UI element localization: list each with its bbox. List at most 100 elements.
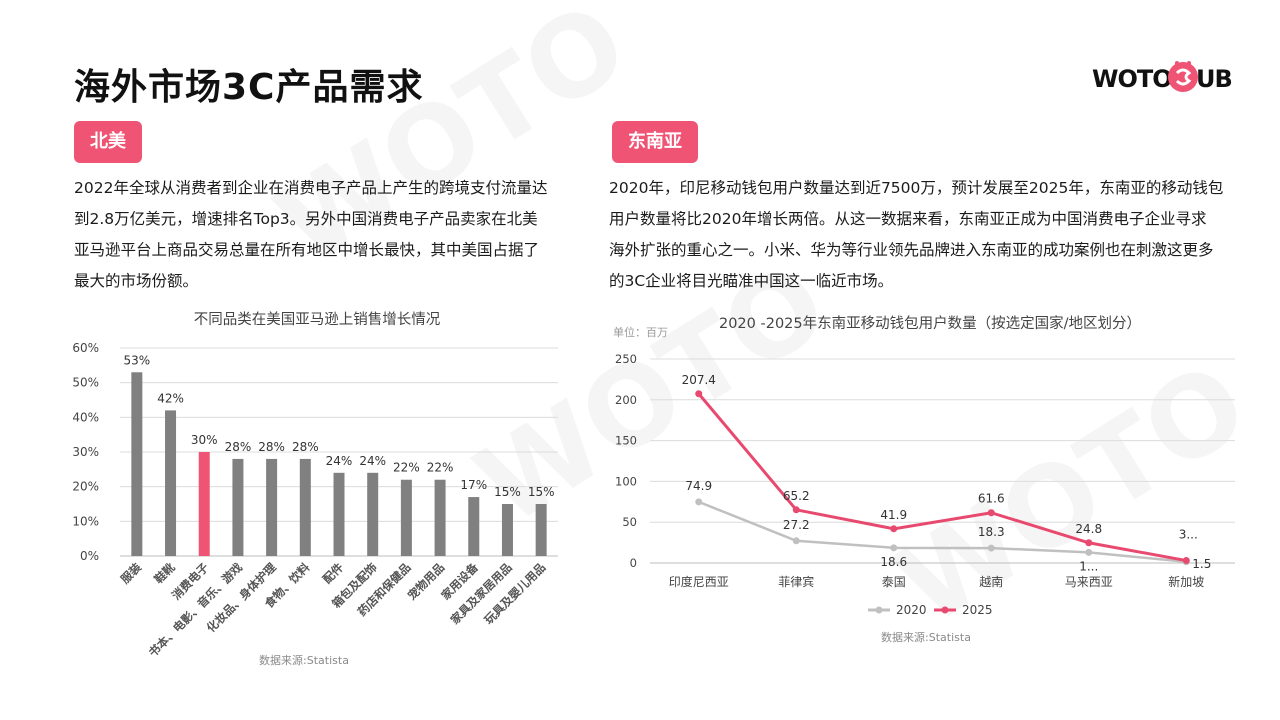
series-line	[698, 500, 1187, 564]
legend-marker	[875, 606, 883, 614]
data-label: 18.3	[978, 525, 1005, 539]
x-tick-label: 泰国	[882, 575, 906, 589]
data-label: 18.6	[880, 555, 907, 569]
series-line	[697, 392, 1187, 563]
data-label: 1...	[1079, 559, 1098, 573]
y-tick-label: 60%	[72, 341, 99, 355]
bar-value-label: 28%	[258, 440, 285, 454]
bar-value-label: 17%	[460, 478, 487, 492]
series-point	[890, 525, 898, 533]
data-label: 3...	[1179, 528, 1198, 542]
bar-value-label: 22%	[393, 461, 420, 475]
legend-label: 2020	[896, 603, 927, 617]
logo-icon	[1168, 61, 1198, 92]
paragraph-line: 海外扩张的重心之一。小米、华为等行业领先品牌进入东南亚的成功案例也在刺激这更多	[609, 241, 1214, 259]
series-point	[792, 537, 800, 545]
bar-value-label: 24%	[359, 454, 386, 468]
bar	[232, 458, 244, 556]
series-point	[1085, 548, 1093, 556]
page-title: 海外市场3C产品需求	[74, 67, 424, 108]
bar	[333, 472, 345, 556]
series-point	[987, 509, 995, 517]
data-label: 74.9	[685, 479, 712, 493]
paragraph-line: 的3C企业将目光瞄准中国这一临近市场。	[609, 272, 894, 290]
chart-source: 数据来源:Statista	[881, 630, 971, 644]
bar	[400, 479, 412, 556]
y-tick-label: 250	[615, 352, 637, 366]
data-label: 27.2	[783, 518, 810, 532]
x-tick-label: 服装	[118, 560, 145, 587]
bar	[198, 452, 210, 556]
paragraph-line: 2020年，印尼移动钱包用户数量达到近7500万，预计发展至2025年，东南亚的…	[609, 179, 1224, 197]
series-point	[695, 390, 703, 398]
legend-label: 2025	[962, 603, 993, 617]
chart-source: 数据来源:Statista	[259, 653, 349, 667]
logo-text-left: WOTO	[1092, 65, 1173, 93]
y-tick-label: 150	[615, 434, 637, 448]
southeast-asia-paragraph: 2020年，印尼移动钱包用户数量达到近7500万，预计发展至2025年，东南亚的…	[609, 173, 1249, 297]
bar-value-label: 53%	[124, 353, 151, 367]
paragraph-line: 用户数量将比2020年增长两倍。从这一数据来看，东南亚正成为中国消费电子企业寻求	[609, 210, 1207, 228]
bar-value-label: 22%	[427, 461, 454, 475]
bar	[299, 458, 311, 556]
paragraph-line: 到2.8万亿美元，增速排名Top3。另外中国消费电子产品卖家在北美	[74, 210, 538, 228]
bar-value-label: 15%	[528, 485, 555, 499]
bar-value-label: 28%	[225, 440, 252, 454]
y-tick-label: 20%	[72, 480, 99, 494]
paragraph-line: 最大的市场份额。	[74, 272, 199, 290]
category-growth-bar-chart: 不同品类在美国亚马逊上销售增长情况 0% 10% 20% 30% 40% 50% 60% 5…	[72, 311, 558, 667]
bar-value-label: 28%	[292, 440, 319, 454]
y-tick-label: 200	[615, 393, 637, 407]
y-tick-label: 50%	[72, 376, 99, 390]
data-label: 1.5	[1192, 557, 1211, 571]
bar-value-label: 24%	[326, 454, 353, 468]
bar	[165, 410, 177, 556]
logo-text-right: UB	[1196, 65, 1233, 93]
y-tick-label: 0	[630, 556, 637, 570]
bar	[501, 504, 513, 556]
y-tick-label: 10%	[72, 514, 99, 528]
y-tick-label: 30%	[72, 445, 99, 459]
chart-title: 2020 -2025年东南亚移动钱包用户数量（按选定国家/地区划分）	[719, 315, 1141, 332]
series-point	[890, 544, 898, 552]
bar	[468, 497, 480, 556]
bar-value-label: 15%	[494, 485, 521, 499]
bar	[535, 504, 547, 556]
wotohub-logo: WOTO UB	[1092, 56, 1233, 102]
bar	[266, 458, 278, 556]
paragraph-line: 亚马逊平台上商品交易总量在所有地区中增长最快，其中美国占据了	[74, 241, 540, 259]
series-point	[987, 544, 995, 552]
x-tick-label: 马来西亚	[1065, 575, 1113, 589]
y-tick-label: 50	[622, 515, 637, 529]
x-tick-label: 印度尼西亚	[669, 574, 729, 589]
series-point	[1182, 557, 1190, 565]
chart-title: 不同品类在美国亚马逊上销售增长情况	[194, 311, 441, 328]
bar	[131, 372, 143, 556]
data-label: 65.2	[783, 489, 810, 503]
y-tick-label: 100	[615, 474, 637, 488]
x-tick-label: 配件	[320, 560, 347, 587]
legend-marker	[941, 606, 949, 614]
data-label: 207.4	[682, 373, 716, 387]
bar-value-label: 42%	[157, 391, 184, 405]
series-point	[1085, 539, 1093, 547]
x-tick-label: 越南	[979, 574, 1003, 589]
y-tick-label: 40%	[72, 410, 99, 424]
north-america-paragraph: 2022年全球从消费者到企业在消费电子产品上产生的跨境支付流量达 到2.8万亿美…	[74, 173, 574, 297]
y-tick-label: 0%	[80, 549, 99, 563]
data-label: 41.9	[880, 508, 907, 522]
bar	[367, 472, 379, 556]
series-point	[695, 498, 703, 506]
chart-unit: 单位：百万	[613, 325, 668, 339]
x-tick-label: 鞋靴	[151, 560, 178, 587]
bar	[434, 479, 446, 556]
x-tick-label: 新加坡	[1168, 574, 1204, 589]
x-tick-label: 玩具及婴儿用品	[481, 560, 548, 627]
region-tag-southeast-asia: 东南亚	[612, 121, 698, 163]
data-label: 61.6	[978, 492, 1005, 506]
paragraph-line: 2022年全球从消费者到企业在消费电子产品上产生的跨境支付流量达	[74, 179, 548, 197]
region-tag-north-america: 北美	[74, 121, 142, 163]
series-point	[792, 506, 800, 514]
mobile-wallet-line-chart: 2020 -2025年东南亚移动钱包用户数量（按选定国家/地区划分） 单位：百万…	[613, 315, 1235, 644]
bar-value-label: 30%	[191, 433, 218, 447]
